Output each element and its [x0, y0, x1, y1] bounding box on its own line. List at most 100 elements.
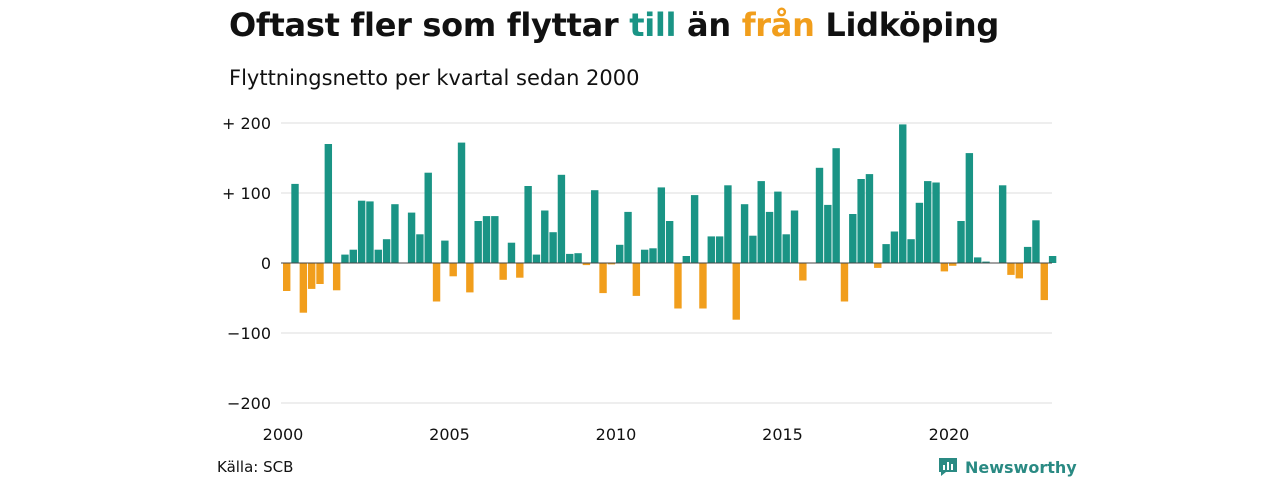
- bar: [457, 142, 466, 263]
- bar: [857, 179, 865, 263]
- bar: [765, 211, 774, 263]
- x-tick-label: 2005: [429, 425, 470, 444]
- bar: [524, 186, 532, 263]
- bar: [499, 263, 507, 280]
- x-tick-label: 2000: [263, 425, 304, 444]
- bar: [599, 263, 607, 294]
- bar: [790, 210, 799, 263]
- title-part: Lidköping: [814, 6, 999, 44]
- bar: [973, 257, 982, 263]
- newsworthy-chart-icon: [939, 458, 957, 476]
- bar: [840, 263, 849, 302]
- bar: [432, 263, 441, 302]
- bar: [949, 263, 957, 266]
- title-part: Oftast fler som flyttar: [229, 6, 630, 44]
- title-part: än: [676, 6, 742, 44]
- bar: [374, 249, 382, 263]
- bar: [466, 263, 474, 293]
- bar: [665, 221, 674, 263]
- bar: [849, 214, 857, 263]
- bar: [341, 254, 349, 263]
- bar: [391, 204, 399, 263]
- bar: [316, 263, 324, 284]
- y-tick-label: 0: [261, 254, 271, 273]
- x-tick-label: 2015: [762, 425, 803, 444]
- bar: [1015, 263, 1023, 279]
- y-tick-label: + 200: [222, 114, 271, 133]
- chart-title: Oftast fler som flyttar till än från Lid…: [229, 6, 999, 44]
- bar: [582, 263, 591, 266]
- bar: [774, 191, 782, 263]
- bar: [541, 210, 549, 263]
- bar: [640, 249, 649, 263]
- bar: [1040, 263, 1048, 301]
- bar: [632, 263, 641, 296]
- brand-name: Newsworthy: [965, 457, 1077, 477]
- bar: [557, 174, 566, 263]
- y-tick-label: + 100: [222, 184, 271, 203]
- bar: [349, 249, 357, 263]
- bar: [707, 236, 715, 263]
- bar: [332, 263, 341, 291]
- bar: [740, 204, 749, 263]
- bar: [782, 234, 790, 263]
- bar: [715, 236, 724, 263]
- bar: [682, 256, 690, 263]
- bar: [532, 254, 541, 263]
- bar: [865, 174, 874, 263]
- bar: [324, 144, 333, 263]
- bar: [982, 261, 990, 263]
- bar: [1007, 263, 1015, 275]
- bar: [416, 234, 424, 263]
- bar: [874, 263, 882, 268]
- bar: [649, 248, 657, 263]
- bar: [424, 172, 432, 263]
- bar: [940, 263, 949, 272]
- bars: [281, 124, 1057, 320]
- x-tick-label: 2020: [929, 425, 970, 444]
- bar: [449, 263, 457, 277]
- bar: [482, 216, 491, 263]
- bar: [890, 231, 899, 263]
- bar: [549, 232, 557, 263]
- y-tick-label: −100: [227, 324, 271, 343]
- bar: [749, 235, 757, 263]
- newsworthy-logo: Newsworthy: [937, 456, 1077, 478]
- bar: [283, 263, 291, 291]
- bar-chart: + 200 + 100 0 −100 −200 2000 2005 2010 2015 2020: [222, 114, 1057, 444]
- bar: [899, 124, 907, 264]
- bar: [307, 263, 316, 289]
- bar: [924, 181, 932, 263]
- bar: [507, 242, 516, 263]
- bar: [690, 195, 699, 263]
- bar: [474, 221, 482, 263]
- bar: [516, 263, 524, 278]
- chart-subtitle: Flyttningsnetto per kvartal sedan 2000: [229, 66, 640, 90]
- bar: [574, 253, 582, 263]
- bar: [932, 182, 940, 263]
- axis-labels: + 200 + 100 0 −100 −200 2000 2005 2010 2015 2020: [222, 114, 969, 444]
- source-note: Källa: SCB: [217, 458, 294, 476]
- bar: [757, 181, 765, 263]
- bar: [1048, 256, 1057, 263]
- bar: [832, 148, 840, 263]
- bar: [491, 216, 499, 263]
- x-tick-label: 2010: [596, 425, 637, 444]
- bar: [998, 185, 1007, 263]
- bar: [965, 153, 974, 263]
- bar: [815, 167, 824, 263]
- bar: [882, 244, 890, 263]
- bar: [732, 263, 740, 320]
- title-part-fran: från: [741, 6, 815, 44]
- bar: [299, 263, 308, 313]
- bar: [674, 263, 682, 309]
- bar: [291, 183, 299, 263]
- bar: [957, 221, 965, 263]
- bar: [699, 263, 707, 309]
- bar: [366, 201, 374, 263]
- bar: [624, 211, 632, 263]
- bar: [407, 212, 416, 263]
- bar: [607, 263, 616, 265]
- bar: [441, 240, 449, 263]
- bar: [799, 263, 807, 281]
